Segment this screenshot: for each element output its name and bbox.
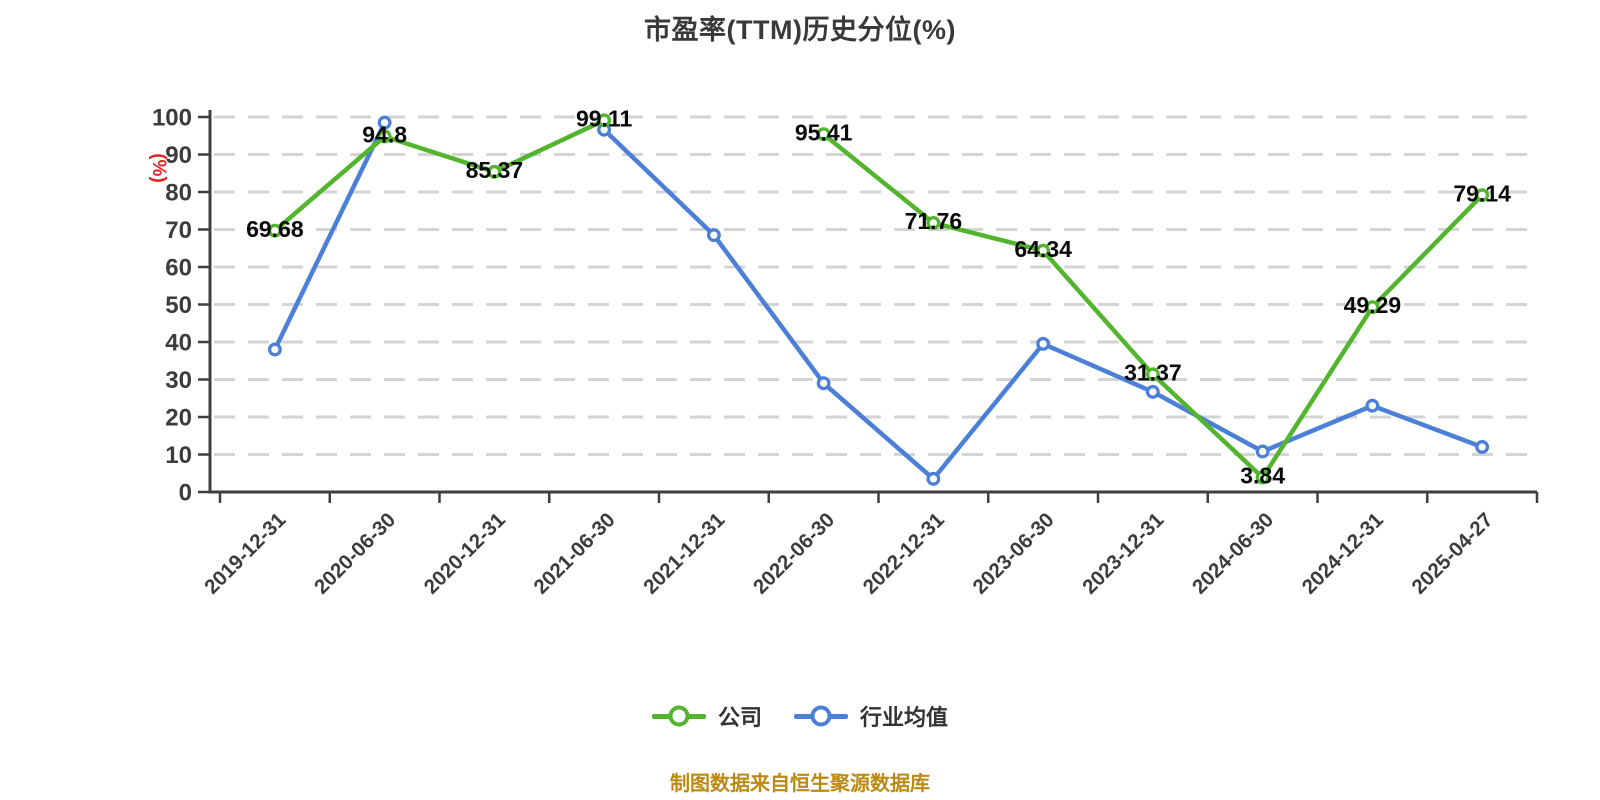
company-data-label: 64.34 <box>1014 236 1072 262</box>
x-tick-label: 2021-12-31 <box>639 508 729 598</box>
legend-item-industry-average[interactable]: 行业均值 <box>794 700 948 732</box>
y-axis-unit-label: (%) <box>148 153 169 183</box>
industry-data-point <box>1145 384 1160 399</box>
industry-data-point <box>926 471 941 486</box>
company-data-point <box>816 127 831 142</box>
company-data-point <box>1036 243 1051 258</box>
company-data-point <box>267 223 282 238</box>
x-tick-label: 2023-06-30 <box>968 508 1058 598</box>
company-data-point <box>1475 188 1490 203</box>
grid <box>214 115 1537 456</box>
x-tick-label: 2020-12-31 <box>419 508 509 598</box>
legend-label-industry-average: 行业均值 <box>860 705 949 730</box>
company-data-label: 69.68 <box>246 216 304 242</box>
axes: 0 10 20 30 40 50 60 70 80 90 100 <box>152 104 1539 506</box>
x-tick-label: 2019-12-31 <box>200 508 290 598</box>
company-data-point <box>1255 470 1270 485</box>
data-source-note: 制图数据来自恒生聚源数据库 <box>670 773 930 795</box>
company-data-point <box>487 164 502 179</box>
company-data-label: 49.29 <box>1344 292 1402 318</box>
y-tick-label: 30 <box>165 367 192 394</box>
industry-data-point <box>706 228 721 243</box>
industry-series-marker-icon <box>794 705 848 727</box>
company-data-label: 85.37 <box>466 157 524 183</box>
x-tick-label: 2022-06-30 <box>749 508 839 598</box>
industry-data-point <box>1255 444 1270 459</box>
y-tick-label: 100 <box>152 104 192 131</box>
y-tick-label: 20 <box>165 404 192 431</box>
series-company <box>267 113 1490 485</box>
y-tick-label: 50 <box>165 292 192 319</box>
legend-label-company: 公司 <box>717 705 762 730</box>
company-data-point <box>1365 300 1380 315</box>
x-tick-label: 2020-06-30 <box>310 508 400 598</box>
company-data-label: 3.84 <box>1240 463 1285 489</box>
y-tick-label: 60 <box>165 254 192 281</box>
y-tick-label: 70 <box>165 217 192 244</box>
company-data-label: 71.76 <box>905 208 963 234</box>
company-data-label: 94.8 <box>362 122 407 148</box>
industry-data-point <box>816 376 831 391</box>
y-tick-label: 90 <box>165 142 192 169</box>
y-tick-label: 10 <box>165 442 192 469</box>
company-series-marker-icon <box>651 705 706 727</box>
company-data-label: 95.41 <box>795 119 853 145</box>
industry-data-point <box>1036 336 1051 351</box>
company-data-label: 79.14 <box>1453 180 1511 206</box>
legend-item-company[interactable]: 公司 <box>651 700 762 732</box>
company-data-point <box>926 215 941 230</box>
industry-line <box>272 120 387 352</box>
industry-data-point <box>1365 398 1380 413</box>
x-tick-label: 2023-12-31 <box>1078 508 1168 598</box>
company-data-labels: 69.68 94.8 85.37 99.11 95.41 71.76 64.34 31.37 3… <box>246 105 1511 488</box>
chart-title: 市盈率(TTM)历史分位(%) <box>644 15 956 45</box>
y-tick-label: 80 <box>165 179 192 206</box>
company-marker-dot-icon <box>668 705 690 727</box>
industry-data-point <box>377 115 392 130</box>
x-tick-label: 2024-06-30 <box>1188 508 1278 598</box>
industry-data-point <box>1475 440 1490 454</box>
series-industry-average <box>267 115 1490 486</box>
x-tick-label: 2021-06-30 <box>529 508 619 598</box>
x-axis-labels: 2019-12-31 2020-06-30 2020-12-31 2021-06-30… <box>200 508 1498 598</box>
y-tick-label: 40 <box>165 329 192 356</box>
y-tick-label: 0 <box>179 479 192 506</box>
industry-marker-dot-icon <box>810 705 832 727</box>
company-data-label: 31.37 <box>1124 359 1182 385</box>
company-data-point <box>597 113 612 128</box>
industry-data-point <box>267 342 282 357</box>
x-tick-label: 2022-12-31 <box>858 508 948 598</box>
x-tick-label: 2025-04-27 <box>1407 508 1497 598</box>
company-data-label: 99.11 <box>576 105 632 131</box>
company-data-point <box>1145 367 1160 382</box>
x-tick-label: 2024-12-31 <box>1297 508 1387 598</box>
chart-legend: 公司 行业均值 <box>0 700 1600 732</box>
company-line <box>272 118 607 233</box>
company-data-point <box>377 129 392 144</box>
